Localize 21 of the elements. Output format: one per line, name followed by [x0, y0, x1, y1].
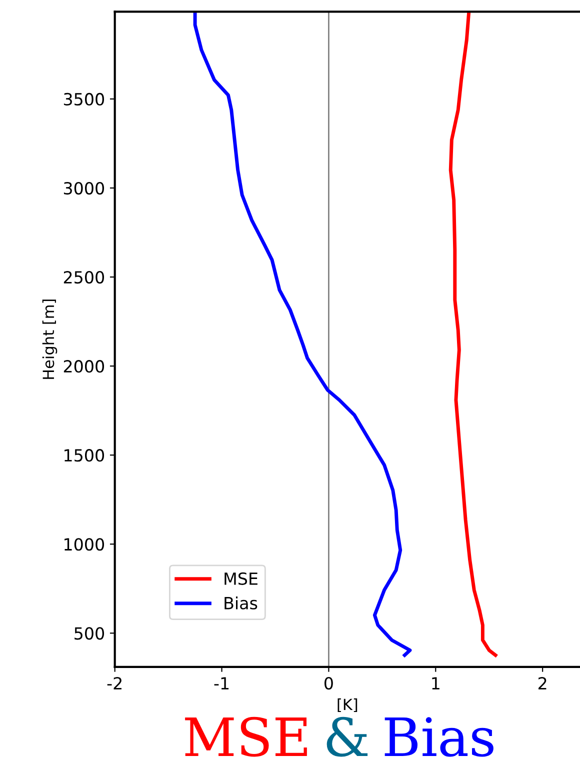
y-tick-label: 3000 — [64, 182, 104, 195]
y-tick-label: 500 — [74, 627, 104, 640]
y-tick-label: 1000 — [64, 538, 104, 551]
x-tick-label: 2 — [538, 676, 546, 690]
x-axis-title: [K] — [338, 698, 358, 712]
x-tick-label: -2 — [107, 676, 122, 690]
text: & — [326, 716, 368, 757]
y-tick-label: 2000 — [64, 360, 104, 373]
line-series — [193, 12, 412, 657]
text: MSE — [185, 716, 307, 757]
x-tick-label: 1 — [432, 677, 440, 690]
text: Bias — [384, 717, 494, 757]
x-tick-label: 0 — [324, 676, 333, 690]
y-tick-label: 1500 — [64, 449, 104, 462]
y-tick-label: 2500 — [64, 270, 104, 284]
legend-label: MSE — [224, 572, 258, 585]
legend-label: Bias — [224, 596, 258, 610]
line-series — [448, 12, 498, 657]
y-tick-label: 3500 — [64, 92, 104, 106]
x-tick-label: -1 — [214, 677, 229, 690]
y-axis-title: Height [m] — [42, 300, 58, 379]
